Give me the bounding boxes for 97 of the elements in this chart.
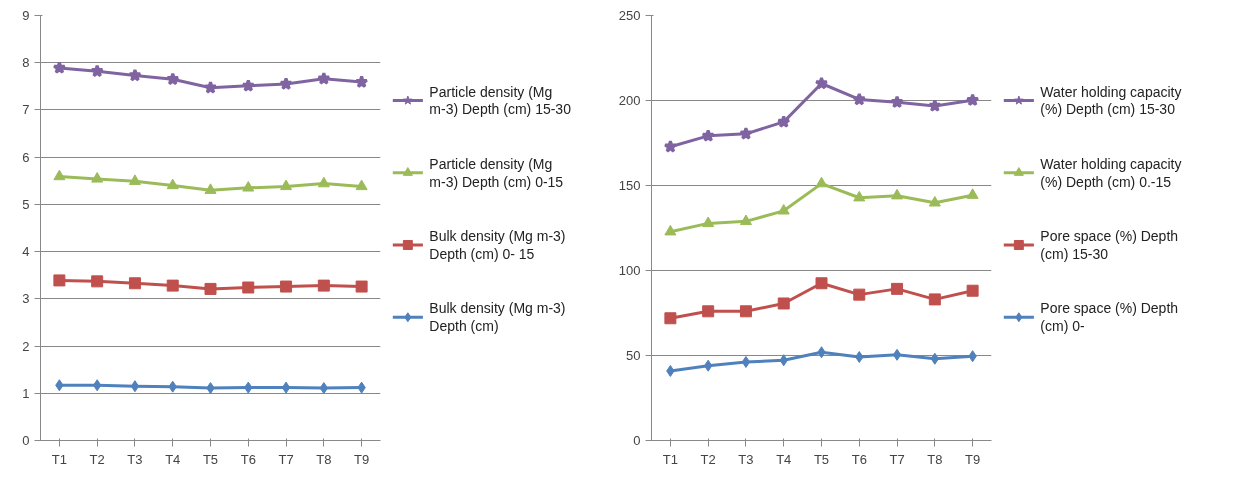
y-tick-label: 50 <box>626 348 641 363</box>
x-tick-label: T1 <box>51 451 67 467</box>
x-tick-label: T5 <box>202 451 219 467</box>
y-tick-label: 7 <box>22 102 30 118</box>
point <box>928 98 942 112</box>
x-tick-label: T8 <box>316 451 332 467</box>
point <box>777 203 790 215</box>
x-tick-label: T9 <box>354 451 370 467</box>
point <box>53 169 66 181</box>
x-tick-label: T6 <box>240 451 256 467</box>
y-tick-label: 100 <box>618 263 641 278</box>
y-tick-label: 3 <box>22 291 30 307</box>
point <box>966 284 979 297</box>
legend-label: Bulk density (Mg m-3) Depth (cm) <box>429 300 566 335</box>
point <box>815 176 828 188</box>
point <box>702 216 715 228</box>
y-tick-label: 0 <box>633 433 641 448</box>
x-tick-label: T4 <box>165 451 181 467</box>
x-tick-label: T9 <box>965 451 981 467</box>
point <box>166 178 179 190</box>
point <box>739 305 752 318</box>
y-tick-label: 5 <box>22 196 30 212</box>
y-tick-label: 150 <box>618 178 641 193</box>
point <box>702 305 715 318</box>
y-tick-label: 1 <box>22 385 30 401</box>
point <box>280 179 293 191</box>
point <box>355 280 368 293</box>
point <box>242 181 255 192</box>
point <box>739 214 752 226</box>
y-tick-label: 200 <box>618 93 641 108</box>
point <box>890 95 904 109</box>
point <box>91 275 104 288</box>
legend-label: Water holding capacity (%) Depth (cm) 0.-15 <box>1040 155 1182 190</box>
point <box>354 75 369 89</box>
point <box>928 195 941 207</box>
point <box>90 64 104 78</box>
x-tick-label: T1 <box>662 451 678 467</box>
point <box>891 188 904 200</box>
point <box>853 288 866 301</box>
point <box>777 297 790 310</box>
point <box>280 280 293 293</box>
x-tick-label: T4 <box>776 451 792 467</box>
point <box>701 128 715 142</box>
legend-label: Pore space (%) Depth (cm) 0- <box>1040 300 1179 335</box>
point <box>776 114 791 128</box>
y-tick-label: 0 <box>22 433 30 448</box>
y-tick-label: 4 <box>22 244 30 260</box>
x-tick-label: T2 <box>700 451 716 467</box>
y-tick-label: 8 <box>22 55 30 71</box>
point <box>165 72 180 86</box>
x-tick-label: T5 <box>813 451 830 467</box>
point <box>204 282 217 295</box>
point <box>91 172 104 183</box>
point <box>317 176 330 188</box>
y-tick-label: 2 <box>22 338 30 354</box>
point <box>741 355 751 368</box>
point <box>242 281 255 294</box>
point <box>128 277 141 290</box>
point <box>241 78 256 92</box>
point <box>317 71 331 85</box>
point <box>928 293 941 306</box>
legend-label: Bulk density (Mg m-3) Depth (cm) 0- 15 <box>429 228 566 262</box>
point <box>814 76 829 90</box>
x-tick-label: T3 <box>127 451 143 467</box>
x-tick-label: T8 <box>927 451 943 467</box>
point <box>966 188 979 199</box>
point <box>53 274 66 287</box>
point <box>853 190 866 202</box>
point <box>664 312 677 325</box>
x-tick-label: T3 <box>738 451 754 467</box>
legend-label: Pore space (%) Depth (cm) 15-30 <box>1040 228 1179 262</box>
y-tick-label: 250 <box>618 8 641 23</box>
point <box>52 60 67 74</box>
point <box>130 380 140 393</box>
point <box>891 282 904 295</box>
x-tick-label: T2 <box>89 451 105 467</box>
legend-label: Particle density (Mg m-3) Depth (cm) 0-15 <box>429 155 564 190</box>
point <box>128 68 142 82</box>
point <box>279 76 293 90</box>
legend-label: Water holding capacity (%) Depth (cm) 15-30 <box>1040 83 1182 118</box>
point <box>664 224 677 236</box>
point <box>892 348 902 361</box>
point <box>852 92 867 106</box>
point <box>815 277 828 290</box>
y-tick-label: 6 <box>22 149 30 165</box>
point <box>166 279 179 292</box>
point <box>355 179 368 191</box>
point <box>739 126 753 140</box>
point <box>204 183 217 194</box>
x-tick-label: T6 <box>851 451 867 467</box>
legend-label: Particle density (Mg m-3) Depth (cm) 15-30 <box>429 83 572 118</box>
point <box>128 174 141 185</box>
point <box>965 93 980 107</box>
point <box>317 279 330 292</box>
x-tick-label: T7 <box>278 451 294 467</box>
y-tick-label: 9 <box>22 8 30 23</box>
x-tick-label: T7 <box>889 451 905 467</box>
